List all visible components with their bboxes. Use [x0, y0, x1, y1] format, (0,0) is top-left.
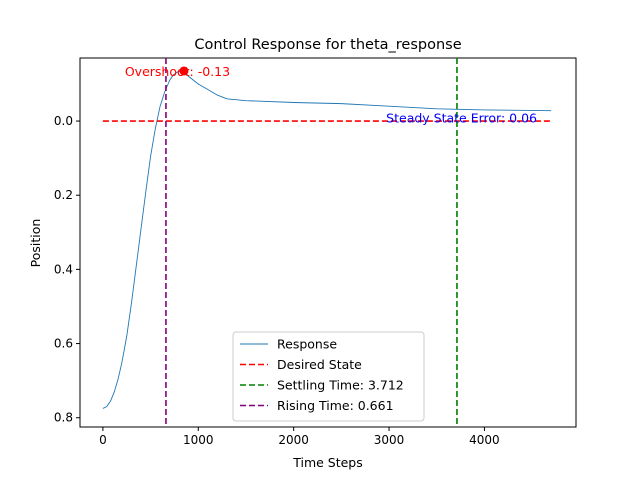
steady-state-error-annotation: Steady State Error: 0.06	[386, 110, 537, 125]
x-tick-label: 4000	[469, 433, 500, 447]
plot-content: Overshoot: -0.13 Steady State Error: 0.06	[102, 58, 552, 427]
overshoot-annotation: Overshoot: -0.13	[125, 64, 230, 79]
x-tick-label: 2000	[278, 433, 309, 447]
y-tick-label: 0.4	[54, 262, 73, 276]
legend-entry-label: Response	[277, 337, 337, 352]
legend-entry-label: Settling Time: 3.712	[277, 378, 404, 393]
x-tick-label: 1000	[183, 433, 214, 447]
chart-title: Control Response for theta_response	[194, 37, 461, 53]
y-tick-label: 0.0	[54, 114, 73, 128]
x-axis-label: Time Steps	[292, 455, 363, 470]
y-axis: 0.0 0.2 0.4 0.6 0.8	[54, 114, 80, 425]
y-tick-label: 0.6	[54, 337, 73, 351]
x-axis: 0 1000 2000 3000 4000	[99, 427, 500, 447]
legend: Response Desired State Settling Time: 3.71…	[232, 331, 425, 422]
legend-entry-label: Desired State	[277, 357, 362, 372]
legend-box	[232, 331, 425, 422]
y-tick-label: 0.8	[54, 411, 73, 425]
x-tick-label: 3000	[374, 433, 405, 447]
series-line-response	[102, 70, 552, 409]
overshoot-marker	[179, 66, 189, 76]
legend-entry-label: Rising Time: 0.661	[277, 398, 394, 413]
y-axis-label: Position	[28, 219, 43, 268]
x-tick-label: 0	[99, 433, 107, 447]
y-tick-label: 0.2	[54, 188, 73, 202]
plot-area-frame	[79, 57, 577, 428]
